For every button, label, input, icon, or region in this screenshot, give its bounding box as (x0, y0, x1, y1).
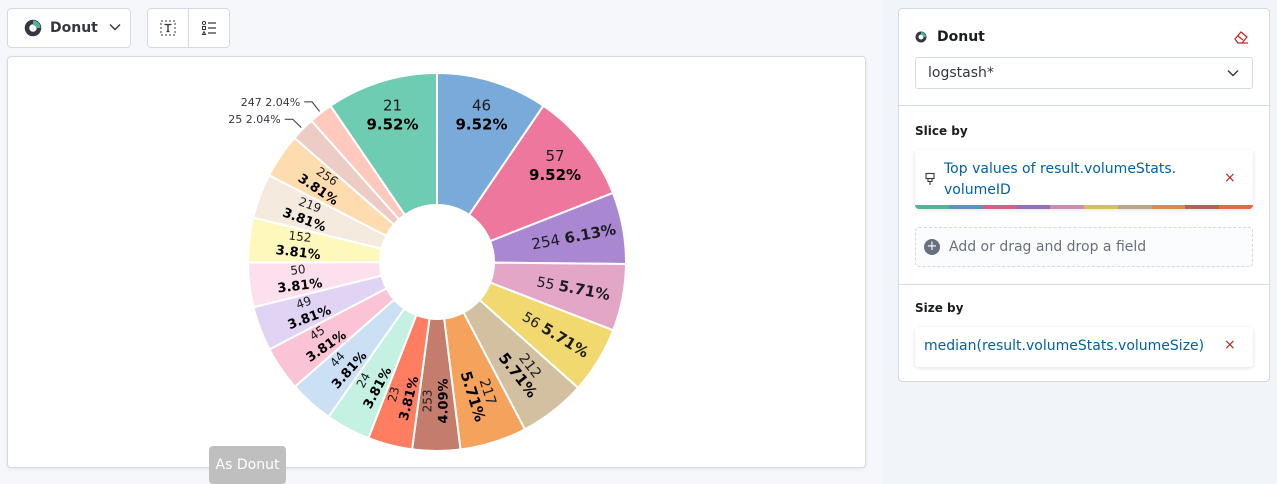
layer-config-panel: Donut logstash* Slice by Top values of r… (898, 8, 1270, 382)
layer-title: Donut (915, 29, 985, 45)
donut-chart: 469.52%579.52%254 6.13%55 5.71%56 5.71%2… (228, 71, 627, 452)
slice-category-label: 50 (290, 262, 307, 278)
color-palette-bar (915, 205, 1253, 209)
size-by-field[interactable]: median(result.volumeStats.volumeSize) × (915, 327, 1253, 367)
text-labels-icon (159, 19, 177, 37)
palette-swatch (1050, 205, 1084, 209)
slice-percent-label: 9.52% (455, 116, 507, 134)
slice-category-label: 55 (535, 274, 560, 294)
slice-percent-label: 9.52% (366, 116, 418, 134)
slice-by-field[interactable]: Top values of result.volumeStats. volume… (915, 150, 1253, 209)
donut-chart-icon (915, 31, 927, 43)
slice-percent-label: 4.09% (436, 378, 451, 423)
slice-by-field-line2: volumeID (944, 182, 1011, 198)
add-field-label: Add or drag and drop a field (949, 239, 1147, 255)
outside-slice-label: 25 2.04% (228, 113, 280, 126)
leader-line (284, 118, 302, 128)
index-pattern-select[interactable]: logstash* (915, 57, 1253, 89)
slice-21[interactable] (329, 71, 438, 217)
palette-swatch (948, 205, 983, 209)
slice-category-label: 46 (472, 97, 491, 115)
divider (899, 105, 1269, 106)
palette-swatch (1185, 205, 1220, 209)
chevron-down-icon (1226, 66, 1240, 80)
chevron-down-icon (108, 19, 122, 38)
index-pattern-value: logstash* (928, 65, 994, 81)
string-field-icon (924, 172, 936, 186)
slice-percent-label: 9.52% (529, 166, 581, 184)
palette-swatch (1117, 205, 1152, 209)
slice-category-label: 152 (288, 228, 312, 245)
slice-category-label: 253 (420, 389, 434, 412)
size-by-field-text: median(result.volumeStats.volumeSize) (924, 338, 1205, 354)
add-field-dropzone[interactable]: + Add or drag and drop a field (915, 227, 1253, 267)
slice-by-field-line1: Top values of result.volumeStats. (944, 161, 1177, 177)
palette-swatch (982, 205, 1017, 209)
size-by-heading: Size by (915, 301, 964, 315)
chart-tools-group (147, 8, 230, 48)
palette-swatch (1151, 205, 1186, 209)
legend-settings-button[interactable] (188, 9, 229, 47)
slice-label-253: 253 4.09% (420, 378, 451, 423)
palette-swatch (915, 205, 949, 209)
slice-label-57: 579.52% (529, 147, 581, 184)
slice-label-50: 503.81% (277, 262, 324, 296)
divider (899, 284, 1269, 285)
slice-category-label: 57 (545, 147, 564, 165)
leader-line (304, 101, 320, 112)
donut-chart-icon (24, 19, 42, 37)
slice-category-label: 217 (476, 377, 499, 407)
palette-swatch (1016, 205, 1051, 209)
slice-by-heading: Slice by (915, 124, 968, 138)
slice-label-21: 219.52% (366, 97, 418, 134)
slice-category-label: 21 (383, 97, 402, 115)
remove-slice-field-icon[interactable]: × (1224, 170, 1236, 186)
slice-category-label: 254 (530, 230, 566, 254)
palette-swatch (1219, 205, 1253, 209)
labels-settings-button[interactable] (148, 9, 188, 47)
palette-swatch (1083, 205, 1118, 209)
legend-list-icon (200, 19, 218, 37)
slice-percent-label: 3.81% (275, 243, 322, 263)
slice-category-label: 23 (385, 385, 402, 403)
slice-percent-label: 3.81% (277, 276, 324, 296)
chart-type-label: Donut (50, 20, 98, 36)
slice-category-label: 49 (294, 293, 313, 311)
outside-slice-label: 247 2.04% (241, 96, 300, 109)
plus-circle-icon: + (924, 239, 940, 255)
remove-size-field-icon[interactable]: × (1224, 337, 1236, 353)
layer-title-text: Donut (937, 29, 985, 45)
slice-label-46: 469.52% (455, 97, 507, 134)
as-donut-button[interactable]: As Donut (209, 446, 286, 484)
chart-type-switcher[interactable]: Donut (7, 8, 131, 48)
clear-layer-eraser-icon[interactable] (1233, 29, 1249, 45)
